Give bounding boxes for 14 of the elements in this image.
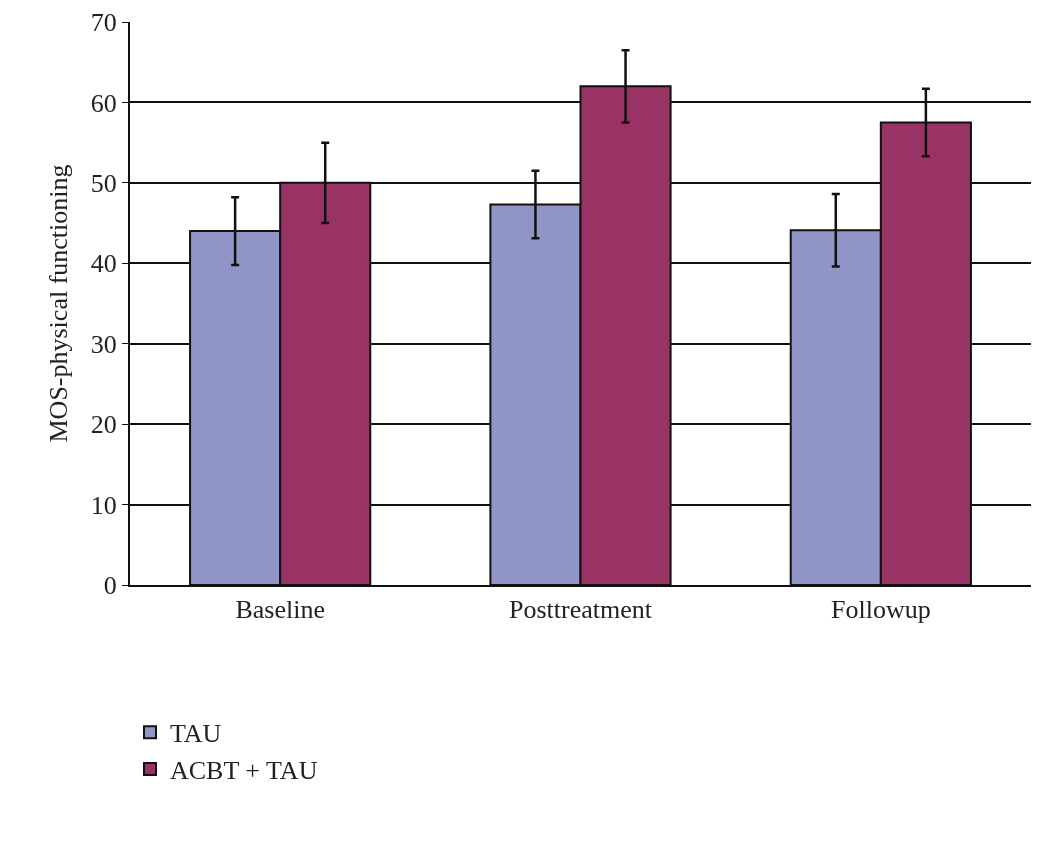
legend-label: ACBT + TAU [170,756,318,786]
y-tick-label: 0 [103,571,117,601]
legend-label: TAU [170,719,222,749]
x-tick-label: Followup [830,595,931,625]
y-tick-label: 20 [90,410,117,440]
x-tick-label: Baseline [235,595,325,625]
y-tick-label: 60 [90,88,117,118]
x-tick-label: Posttreatment [509,595,653,625]
y-tick-label: 10 [90,490,117,520]
y-tick-label: 70 [90,8,117,38]
y-tick-label: 50 [90,168,117,198]
y-axis-title: MOS-physical functioning [44,164,73,443]
y-tick-label: 40 [90,249,117,279]
y-tick-label: 30 [90,329,117,359]
